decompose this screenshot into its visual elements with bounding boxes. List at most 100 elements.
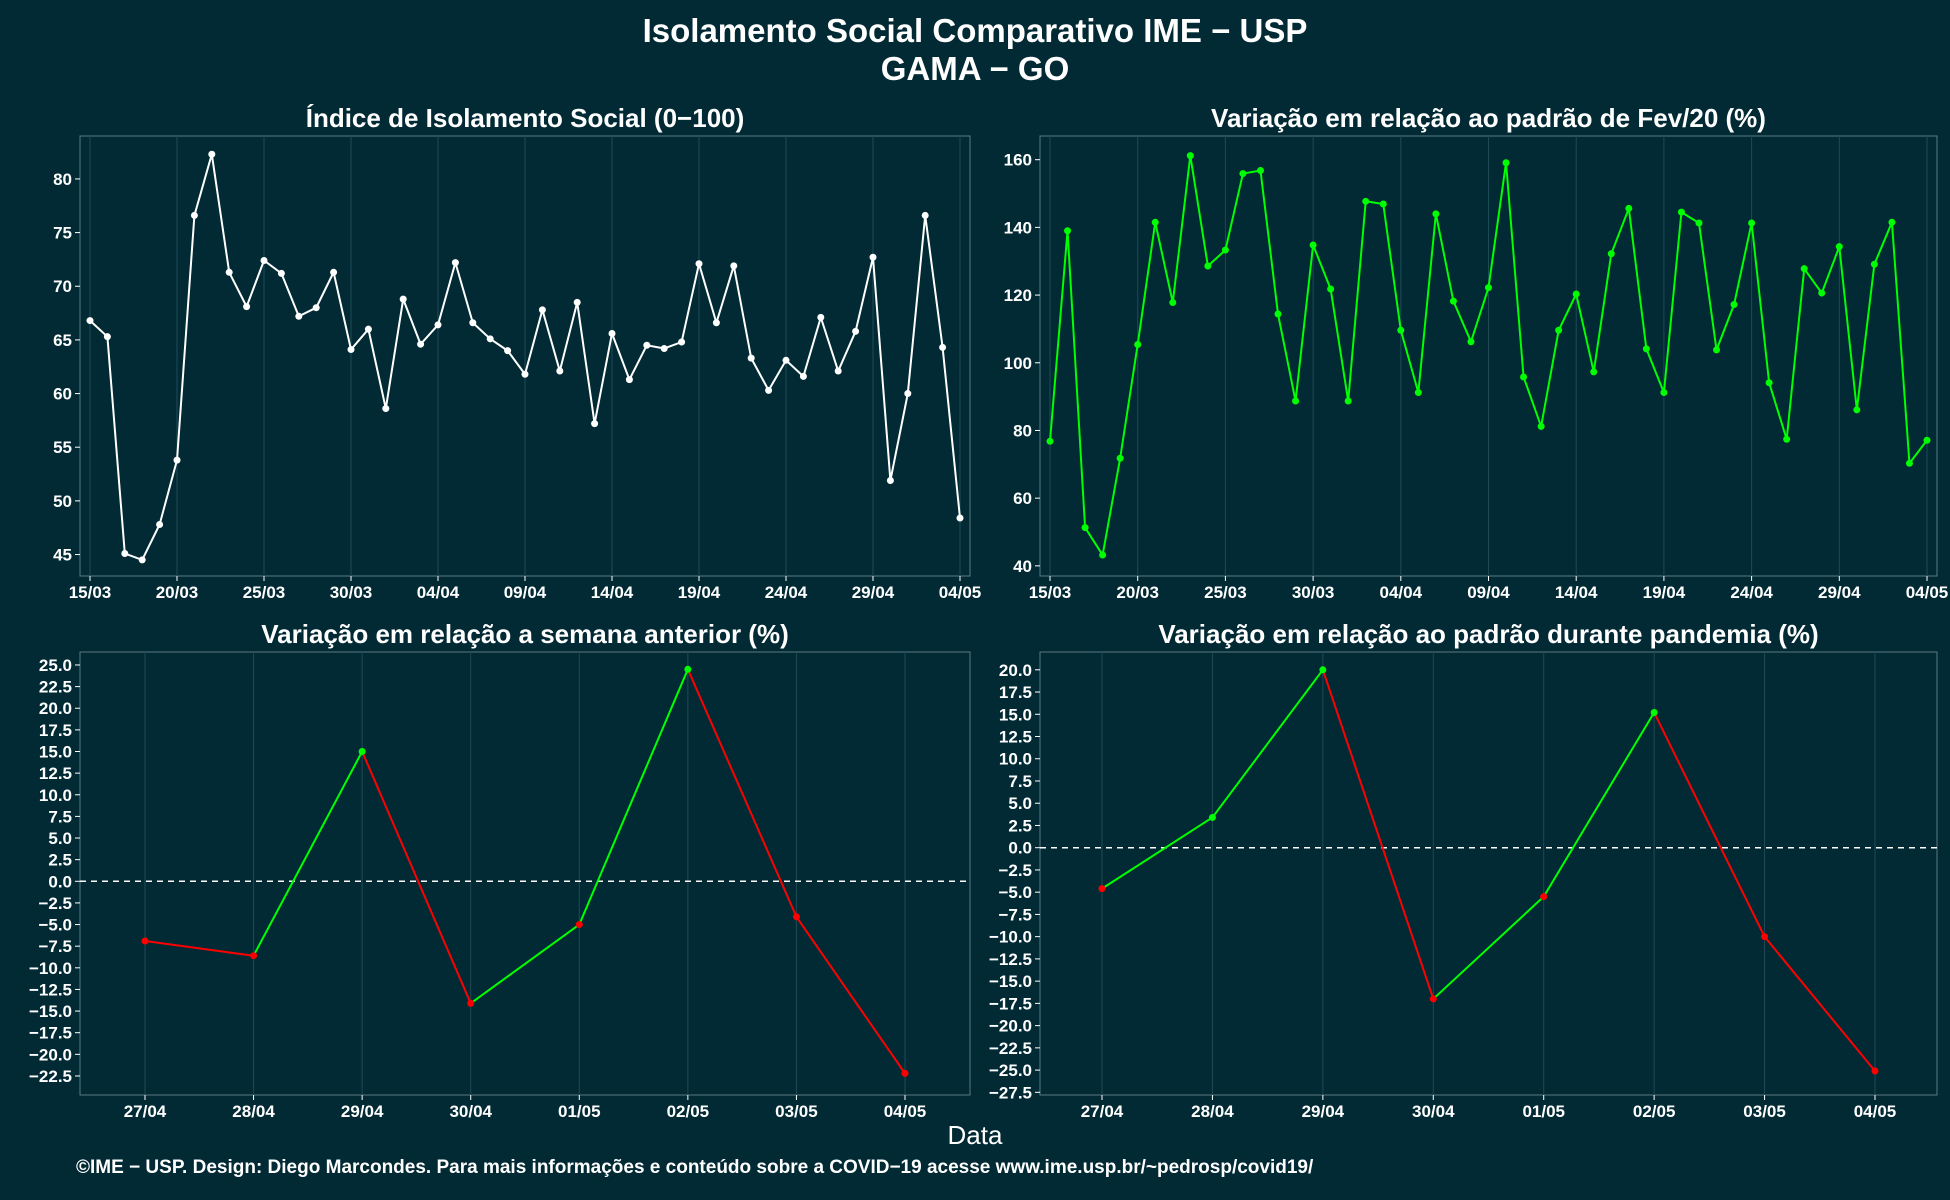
- data-point: [1870, 260, 1878, 268]
- series-segment: [1653, 712, 1766, 938]
- data-point: [1099, 551, 1107, 559]
- data-point: [1537, 422, 1545, 430]
- data-point: [382, 405, 390, 413]
- x-tick-label: 29/04: [852, 583, 895, 602]
- data-point: [1098, 885, 1106, 893]
- data-point: [86, 317, 94, 325]
- data-point: [1800, 265, 1808, 273]
- x-tick-label: 30/03: [330, 583, 373, 602]
- data-point: [591, 420, 599, 428]
- x-tick-label: 02/05: [667, 1102, 710, 1121]
- y-tick-label: −20.0: [989, 1017, 1032, 1036]
- data-point: [1274, 310, 1282, 318]
- y-tick-label: 75: [53, 224, 72, 243]
- y-tick-label: 25.0: [39, 656, 72, 675]
- data-point: [712, 319, 720, 327]
- data-point: [678, 338, 686, 346]
- panel-p2: Variação em relação ao padrão de Fev/20 …: [1004, 103, 1949, 602]
- data-point: [399, 295, 407, 303]
- y-tick-label: −27.5: [989, 1083, 1032, 1102]
- series-segment: [795, 916, 906, 1074]
- data-point: [1540, 893, 1548, 901]
- data-point: [190, 211, 198, 219]
- data-point: [1344, 397, 1352, 405]
- x-tick-label: 04/05: [1906, 583, 1949, 602]
- data-point: [1748, 219, 1756, 227]
- x-tick-label: 04/05: [884, 1102, 927, 1121]
- data-point: [556, 367, 564, 375]
- x-tick-label: 29/04: [341, 1102, 384, 1121]
- x-tick-label: 15/03: [69, 583, 112, 602]
- x-tick-label: 14/04: [591, 583, 634, 602]
- y-tick-label: 7.5: [1008, 772, 1032, 791]
- y-tick-label: −15.0: [29, 1002, 72, 1021]
- data-point: [575, 921, 583, 929]
- data-point: [173, 456, 181, 464]
- x-tick-label: 29/04: [1818, 583, 1861, 602]
- data-point: [243, 303, 251, 311]
- y-tick-label: 2.5: [1008, 816, 1032, 835]
- x-tick-label: 20/03: [156, 583, 199, 602]
- y-tick-label: 12.5: [999, 728, 1032, 747]
- y-tick-label: −20.0: [29, 1045, 72, 1064]
- plot-border: [1039, 651, 1938, 1096]
- y-tick-label: 17.5: [999, 683, 1032, 702]
- y-tick-label: 80: [1013, 421, 1032, 440]
- data-point: [347, 346, 355, 354]
- data-point: [1064, 227, 1072, 235]
- series-segment: [1763, 936, 1876, 1072]
- data-point: [1046, 437, 1054, 445]
- x-tick-label: 27/04: [1081, 1102, 1124, 1121]
- data-point: [1765, 379, 1773, 387]
- y-tick-label: 120: [1004, 286, 1032, 305]
- data-point: [608, 329, 616, 337]
- data-point: [1467, 338, 1475, 346]
- y-tick-label: 60: [53, 385, 72, 404]
- x-tick-label: 24/04: [1730, 583, 1773, 602]
- x-tick-label: 03/05: [775, 1102, 818, 1121]
- data-point: [1116, 454, 1124, 462]
- data-point: [250, 952, 258, 960]
- data-point: [695, 260, 703, 268]
- data-point: [434, 321, 442, 329]
- x-tick-label: 28/04: [1191, 1102, 1234, 1121]
- y-tick-label: 80: [53, 170, 72, 189]
- data-point: [1520, 373, 1528, 381]
- data-point: [538, 306, 546, 314]
- data-point: [467, 999, 475, 1007]
- y-tick-label: −10.0: [989, 928, 1032, 947]
- y-tick-label: 7.5: [48, 807, 72, 826]
- data-point: [939, 343, 947, 351]
- x-tick-label: 30/04: [449, 1102, 492, 1121]
- x-tick-label: 03/05: [1743, 1102, 1786, 1121]
- y-tick-label: 140: [1004, 218, 1032, 237]
- data-point: [1134, 340, 1142, 348]
- series-segment: [1101, 816, 1213, 890]
- data-point: [1625, 204, 1633, 212]
- footer-credit: ©IME − USP. Design: Diego Marcondes. Par…: [76, 1157, 1314, 1178]
- data-point: [358, 748, 366, 756]
- y-tick-label: −5.0: [38, 916, 72, 935]
- y-tick-label: 50: [53, 492, 72, 511]
- data-point: [799, 372, 807, 380]
- y-tick-label: 0.0: [48, 872, 72, 891]
- y-tick-label: −22.5: [989, 1039, 1032, 1058]
- y-tick-label: 40: [1013, 557, 1032, 576]
- data-point: [901, 1069, 909, 1077]
- data-point: [1590, 368, 1598, 376]
- data-point: [103, 333, 111, 341]
- y-tick-label: −10.0: [29, 959, 72, 978]
- x-tick-label: 04/05: [939, 583, 982, 602]
- x-tick-label: 30/03: [1292, 583, 1335, 602]
- y-tick-label: −2.5: [38, 894, 72, 913]
- data-point: [1871, 1067, 1879, 1075]
- y-tick-label: 0.0: [1008, 839, 1032, 858]
- y-tick-label: 20.0: [999, 661, 1032, 680]
- data-point: [1730, 301, 1738, 309]
- series-segment: [1542, 711, 1656, 898]
- x-tick-label: 25/03: [1204, 583, 1247, 602]
- data-point: [1783, 435, 1791, 443]
- data-point: [956, 514, 964, 522]
- series-segment: [1432, 895, 1545, 1000]
- data-point: [277, 269, 285, 277]
